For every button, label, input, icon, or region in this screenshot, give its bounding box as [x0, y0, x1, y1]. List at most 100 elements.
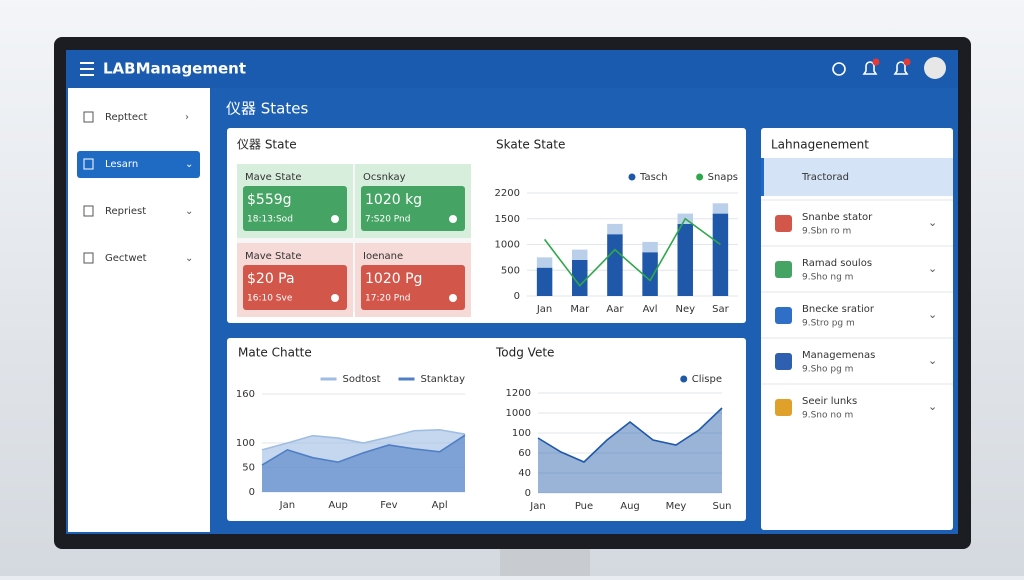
bar: [572, 259, 588, 296]
y-tick-label: 1200: [506, 388, 531, 399]
item-label[interactable]: Bnecke sratior: [802, 304, 875, 315]
y-tick-label: 40: [518, 468, 531, 479]
chart-title: Skate State: [496, 138, 565, 152]
y-tick-label: 2200: [495, 188, 520, 199]
x-tick-label: Jan: [279, 500, 295, 511]
area: [538, 408, 722, 493]
chart-title: Todg Vete: [495, 346, 554, 360]
item-label[interactable]: Snanbe stator: [802, 212, 873, 223]
legend-label: Clispe: [692, 374, 722, 385]
chart-title: Mate Chatte: [238, 346, 312, 360]
legend-swatch: [680, 375, 688, 383]
bar: [642, 252, 658, 296]
y-tick-label: 100: [512, 428, 531, 439]
x-tick-label: Ney: [675, 304, 695, 315]
nav-icon: [83, 252, 94, 264]
card-check: [449, 215, 457, 223]
bar: [607, 234, 623, 296]
item-sub: 9.Sho ng m: [802, 273, 853, 283]
card-value: 1020 Pg: [365, 271, 422, 287]
line: [537, 407, 723, 463]
card-time: 16:10 Sve: [247, 294, 293, 304]
chevron: ⌄: [185, 206, 193, 217]
item-sub: 9.Sno no m: [802, 411, 853, 421]
item-label[interactable]: Ramad soulos: [802, 258, 872, 269]
panel: [761, 128, 953, 530]
y-tick-label: 500: [501, 265, 520, 276]
chevron: ⌄: [928, 354, 937, 367]
x-tick-label: Pue: [575, 501, 593, 512]
y-tick-label: 0: [514, 291, 520, 302]
page-title: 仪器 States: [226, 100, 308, 118]
bar: [572, 249, 588, 260]
nav-icon: [83, 111, 94, 123]
nav-item[interactable]: Repttect: [105, 112, 147, 123]
y-tick-label: 1500: [495, 214, 520, 225]
line: [261, 428, 466, 451]
y-tick-label: 50: [242, 463, 255, 474]
avatar[interactable]: [924, 57, 946, 79]
badge: [872, 58, 880, 66]
chevron: ⌄: [185, 253, 193, 264]
panel-title: 仪器 State: [237, 138, 297, 152]
nav-item[interactable]: Repriest: [105, 206, 146, 217]
y-tick-label: 160: [236, 389, 255, 400]
y-tick-label: 1000: [506, 408, 531, 419]
badge: [903, 58, 911, 66]
item-label[interactable]: Managemenas: [802, 350, 875, 361]
x-tick-label: Mey: [666, 501, 687, 512]
bar: [536, 257, 553, 268]
x-tick-label: Avl: [643, 304, 658, 315]
card-body: [361, 265, 465, 310]
card-label: Mave State: [245, 172, 301, 183]
bar: [642, 241, 658, 253]
alert-icon[interactable]: [893, 61, 909, 75]
legend-swatch: [696, 173, 704, 181]
y-tick-label: 100: [236, 438, 255, 449]
item-icon: [775, 261, 792, 278]
stand: [500, 548, 590, 576]
item-icon: [775, 307, 792, 324]
x-tick-label: Sun: [712, 501, 731, 512]
x-tick-label: Jan: [529, 501, 545, 512]
item-label[interactable]: Seeir lunks: [802, 396, 857, 407]
nav-item[interactable]: Lesarn: [105, 159, 138, 170]
x-tick-label: Jan: [536, 304, 552, 315]
card-body: [243, 265, 347, 310]
item-sub: 9.Sbn ro m: [802, 227, 851, 237]
nav-icon: [83, 158, 94, 170]
nav-icon: [83, 205, 94, 217]
line: [261, 434, 466, 466]
legend-label: Stanktay: [421, 374, 466, 385]
active-marker: [761, 158, 764, 196]
chevron: ⌄: [928, 400, 937, 413]
card-time: 17:20 Pnd: [365, 294, 410, 304]
app-title: LABManagement: [103, 60, 246, 78]
notification-icon[interactable]: [862, 61, 878, 75]
chevron: ⌄: [928, 216, 937, 229]
legend-label: Snaps: [708, 172, 738, 183]
panel-title: Lahnagenement: [771, 138, 869, 152]
chevron: ⌄: [185, 159, 193, 170]
topbar: [66, 50, 958, 88]
chevron: ›: [185, 112, 189, 123]
legend-label: Sodtost: [343, 374, 381, 385]
chevron: ⌄: [928, 308, 937, 321]
menu-icon[interactable]: [80, 62, 94, 76]
settings-icon[interactable]: [832, 62, 846, 76]
card-time: 7:S20 Pnd: [365, 215, 410, 225]
x-tick-label: Aup: [328, 500, 348, 511]
x-tick-label: Aar: [606, 304, 624, 315]
item-icon: [775, 353, 792, 370]
card-body: [243, 186, 347, 231]
chevron: ⌄: [928, 262, 937, 275]
bar: [712, 213, 729, 296]
item-sub: 9.Stro pg m: [802, 319, 855, 329]
item-label[interactable]: Tractorad: [801, 172, 849, 183]
x-tick-label: Sar: [712, 304, 729, 315]
card-value: $559g: [247, 192, 292, 208]
nav-item[interactable]: Gectwet: [105, 253, 147, 264]
card-label: Ocsnkay: [363, 172, 406, 183]
card-label: Mave State: [245, 251, 301, 262]
